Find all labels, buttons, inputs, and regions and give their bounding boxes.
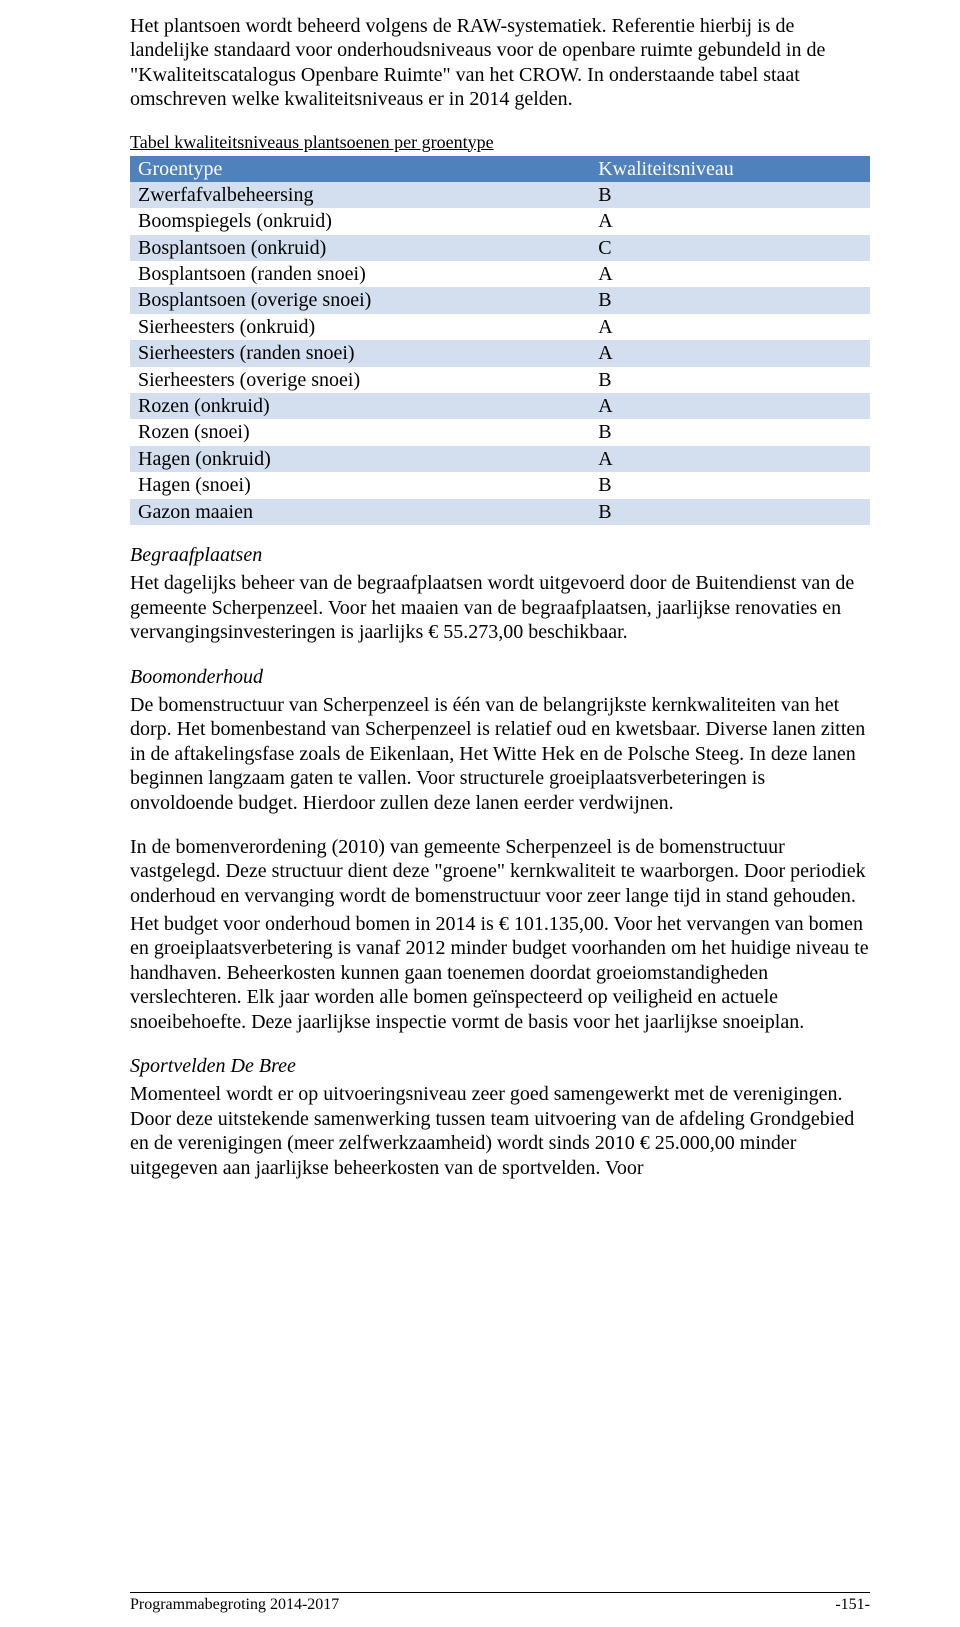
table-row: ZwerfafvalbeheersingB [130,182,870,208]
cell-niveau: A [590,208,870,234]
section-title: Begraafplaatsen [130,544,262,566]
table-row: Bosplantsoen (overige snoei)B [130,287,870,313]
table-row: Sierheesters (onkruid)A [130,314,870,340]
cell-groentype: Sierheesters (randen snoei) [130,340,590,366]
cell-niveau: B [590,472,870,498]
cell-niveau: B [590,367,870,393]
cell-niveau: A [590,261,870,287]
cell-niveau: A [590,314,870,340]
table-row: Hagen (snoei)B [130,472,870,498]
cell-groentype: Sierheesters (overige snoei) [130,367,590,393]
table-row: Bosplantsoen (onkruid)C [130,235,870,261]
table-row: Bosplantsoen (randen snoei)A [130,261,870,287]
section-body: De bomenstructuur van Scherpenzeel is éé… [130,693,870,815]
cell-groentype: Zwerfafvalbeheersing [130,182,590,208]
quality-table: Groentype Kwaliteitsniveau Zwerfafvalbeh… [130,156,870,525]
table-row: Gazon maaienB [130,499,870,525]
page-footer: Programmabegroting 2014-2017 -151- [130,1592,870,1615]
cell-niveau: B [590,182,870,208]
col-header-niveau: Kwaliteitsniveau [590,156,870,182]
cell-niveau: B [590,419,870,445]
table-row: Rozen (onkruid)A [130,393,870,419]
cell-groentype: Bosplantsoen (overige snoei) [130,287,590,313]
cell-niveau: B [590,287,870,313]
cell-groentype: Rozen (onkruid) [130,393,590,419]
table-row: Hagen (onkruid)A [130,446,870,472]
cell-groentype: Bosplantsoen (onkruid) [130,235,590,261]
cell-niveau: A [590,340,870,366]
footer-right: -151- [835,1595,870,1615]
cell-groentype: Bosplantsoen (randen snoei) [130,261,590,287]
cell-groentype: Hagen (snoei) [130,472,590,498]
table-row: Sierheesters (randen snoei)A [130,340,870,366]
cell-groentype: Gazon maaien [130,499,590,525]
cell-niveau: A [590,446,870,472]
cell-groentype: Sierheesters (onkruid) [130,314,590,340]
section-body: Het dagelijks beheer van de begraafplaat… [130,571,870,644]
section-body: Momenteel wordt er op uitvoeringsniveau … [130,1082,870,1180]
cell-groentype: Boomspiegels (onkruid) [130,208,590,234]
section-body: In de bomenverordening (2010) van gemeen… [130,835,870,908]
section-sportvelden: Sportvelden De Bree [130,1054,870,1078]
intro-paragraph: Het plantsoen wordt beheerd volgens de R… [130,14,870,112]
table-caption: Tabel kwaliteitsniveaus plantsoenen per … [130,132,870,154]
cell-groentype: Hagen (onkruid) [130,446,590,472]
cell-niveau: A [590,393,870,419]
section-boomonderhoud: Boomonderhoud [130,665,870,689]
cell-groentype: Rozen (snoei) [130,419,590,445]
section-body: Het budget voor onderhoud bomen in 2014 … [130,912,870,1034]
table-row: Sierheesters (overige snoei)B [130,367,870,393]
document-page: Het plantsoen wordt beheerd volgens de R… [0,0,960,1627]
col-header-groentype: Groentype [130,156,590,182]
section-title: Boomonderhoud [130,666,263,688]
section-begraafplaatsen: Begraafplaatsen [130,543,870,567]
footer-left: Programmabegroting 2014-2017 [130,1595,339,1615]
table-row: Boomspiegels (onkruid)A [130,208,870,234]
cell-niveau: C [590,235,870,261]
cell-niveau: B [590,499,870,525]
table-row: Rozen (snoei)B [130,419,870,445]
table-header-row: Groentype Kwaliteitsniveau [130,156,870,182]
section-title: Sportvelden De Bree [130,1055,296,1077]
